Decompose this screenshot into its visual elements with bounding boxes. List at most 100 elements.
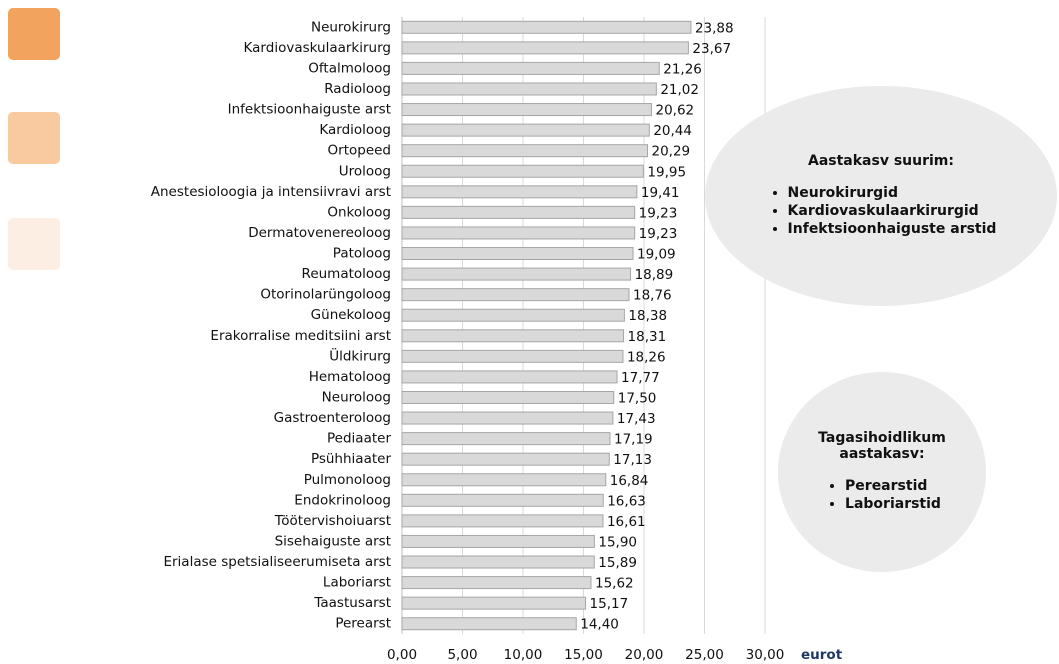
y-tick-label: Töötervishoiuarst [274, 513, 391, 529]
value-label: 23,67 [692, 41, 731, 57]
bar [401, 82, 657, 96]
y-tick-label: Oftalmoloog [308, 60, 391, 76]
bar [401, 123, 650, 137]
bar [401, 20, 692, 34]
x-tick-label: 30,00 [746, 647, 785, 663]
annotation-item: Perearstid [845, 478, 941, 494]
bar [401, 61, 660, 75]
bar [401, 514, 604, 528]
y-tick-label: Patoloog [333, 246, 391, 262]
y-tick-label: Onkoloog [327, 204, 391, 220]
value-label: 20,62 [656, 103, 695, 119]
annotation-item: Neurokirurgid [788, 185, 997, 201]
x-tick-label: 10,00 [504, 647, 543, 663]
value-label: 16,84 [610, 473, 649, 489]
bar [401, 41, 689, 55]
y-tick-label: Otorinolarüngoloog [260, 287, 391, 303]
bar [401, 308, 625, 322]
bar [401, 452, 610, 466]
y-tick-label: Dermatovenereoloog [248, 225, 391, 241]
y-tick-label: Neurokirurg [311, 19, 391, 35]
value-label: 15,17 [590, 596, 629, 612]
bar [401, 370, 618, 384]
value-label: 16,63 [607, 493, 646, 509]
x-tick-label: 20,00 [625, 647, 664, 663]
bar [401, 534, 595, 548]
value-label: 16,61 [607, 514, 646, 530]
decor-square [8, 112, 60, 164]
value-label: 17,43 [617, 411, 656, 427]
value-label: 18,38 [628, 308, 667, 324]
y-tick-label: Neuroloog [322, 389, 391, 405]
y-tick-label: Pulmonoloog [304, 472, 391, 488]
value-label: 15,89 [598, 555, 637, 571]
annotation: Aastakasv suurim: Neurokirurgid Kardiovask… [705, 86, 1057, 306]
annotation-list: Perearstid Laboriarstid [823, 476, 941, 514]
value-label: 14,40 [580, 617, 619, 633]
value-label: 18,89 [635, 267, 674, 283]
value-label: 19,41 [641, 185, 680, 201]
value-label: 17,19 [614, 432, 653, 448]
bar [401, 205, 636, 219]
y-tick-label: Kardiovaskulaarkirurg [244, 40, 391, 56]
bar [401, 596, 587, 610]
value-label: 23,88 [695, 20, 734, 36]
bar [401, 329, 625, 343]
value-label: 21,26 [663, 61, 702, 77]
y-tick-label: Psühhiaater [311, 451, 392, 467]
y-tick-label: Reumatoloog [302, 266, 391, 282]
value-label: 21,02 [660, 82, 699, 98]
annotation-item: Infektsioonhaiguste arstid [788, 221, 997, 237]
x-tick-label: 25,00 [685, 647, 724, 663]
y-tick-label: Uroloog [339, 163, 391, 179]
bar [401, 432, 611, 446]
bar [401, 185, 638, 199]
x-tick-label: 15,00 [564, 647, 603, 663]
value-label: 15,62 [595, 576, 634, 592]
bar [401, 103, 653, 117]
annotation-item: Laboriarstid [845, 496, 941, 512]
y-tick-label: Hematoloog [309, 369, 391, 385]
y-tick-label: Taastusarst [313, 595, 391, 611]
y-tick-label: Kardioloog [319, 122, 391, 138]
bar [401, 617, 577, 631]
value-label: 17,13 [613, 452, 652, 468]
x-tick-label: 0,00 [387, 647, 417, 663]
value-label: 17,77 [621, 370, 660, 386]
annotation-list: Neurokirurgid Kardiovaskulaarkirurgid Infe… [766, 183, 997, 239]
decor-square [8, 8, 60, 60]
y-tick-label: Erakorralise meditsiini arst [210, 328, 391, 344]
y-tick-label: Sisehaiguste arst [275, 533, 391, 549]
y-tick-label: Erialase spetsialiseerumiseta arst [163, 554, 391, 570]
value-label: 19,23 [639, 226, 678, 242]
bar [401, 267, 632, 281]
bar [401, 473, 607, 487]
decor-square [8, 218, 60, 270]
x-tick-label: 5,00 [447, 647, 477, 663]
bar [401, 493, 604, 507]
value-label: 19,09 [637, 247, 676, 263]
bar [401, 164, 644, 178]
y-tick-label: Infektsioonhaiguste arst [228, 102, 391, 118]
bar [401, 288, 630, 302]
annotation-title: Aastakasv suurim: [807, 153, 954, 169]
annotation-title: Tagasihoidlikum aastakasv: [818, 430, 946, 462]
value-label: 18,76 [633, 288, 672, 304]
y-tick-label: Pediaater [327, 431, 391, 447]
bar [401, 226, 636, 240]
value-label: 20,44 [653, 123, 692, 139]
y-tick-label: Ortopeed [328, 143, 391, 159]
value-label: 18,26 [627, 349, 666, 365]
bar [401, 576, 592, 590]
value-label: 17,50 [618, 390, 657, 406]
bar [401, 411, 614, 425]
y-tick-label: Perearst [335, 616, 391, 632]
y-tick-label: Günekoloog [311, 307, 391, 323]
value-label: 20,29 [652, 144, 691, 160]
y-tick-label: Gastroenteroloog [274, 410, 391, 426]
bar [401, 144, 649, 158]
y-tick-label: Laboriarst [323, 575, 391, 591]
y-tick-label: Anestesioloogia ja intensiivravi arst [151, 184, 391, 200]
